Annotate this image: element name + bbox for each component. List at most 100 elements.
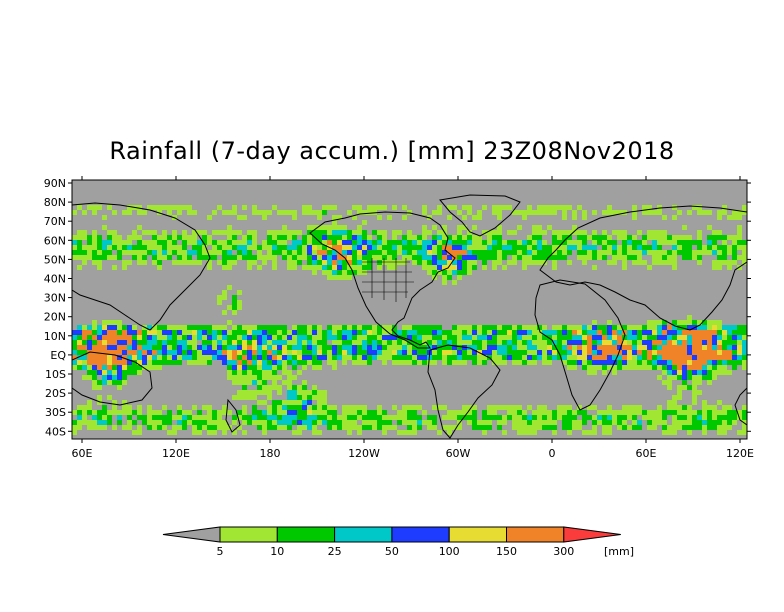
rain-cell: [132, 350, 137, 355]
rain-cell: [672, 215, 677, 220]
rain-cell: [162, 325, 167, 330]
rain-cell: [412, 410, 417, 415]
rain-cell: [652, 425, 657, 430]
rain-cell: [92, 425, 97, 430]
rain-cell: [537, 415, 542, 420]
rain-cell: [377, 425, 382, 430]
rain-cell: [617, 350, 622, 355]
rain-cell: [342, 240, 347, 245]
rain-cell: [407, 345, 412, 350]
rain-cell: [577, 420, 582, 425]
rain-cell: [287, 250, 292, 255]
rain-cell: [337, 335, 342, 340]
rain-cell: [222, 430, 227, 435]
rain-cell: [237, 380, 242, 385]
rain-cell: [562, 210, 567, 215]
rain-cell: [377, 235, 382, 240]
rain-cell: [607, 350, 612, 355]
rain-cell: [602, 415, 607, 420]
rain-cell: [727, 235, 732, 240]
rain-cell: [717, 260, 722, 265]
rain-cell: [657, 335, 662, 340]
rain-cell: [557, 350, 562, 355]
rain-cell: [182, 205, 187, 210]
rain-cell: [197, 325, 202, 330]
rain-cell: [622, 240, 627, 245]
rain-cell: [162, 250, 167, 255]
rain-cell: [567, 345, 572, 350]
rain-cell: [537, 420, 542, 425]
rain-cell: [292, 340, 297, 345]
rain-cell: [192, 250, 197, 255]
rain-cell: [657, 415, 662, 420]
rain-cell: [117, 320, 122, 325]
rain-cell: [112, 335, 117, 340]
rain-cell: [267, 335, 272, 340]
rain-cell: [582, 210, 587, 215]
rain-cell: [282, 420, 287, 425]
rain-cell: [607, 335, 612, 340]
rain-cell: [227, 250, 232, 255]
rain-cell: [207, 250, 212, 255]
rain-cell: [697, 240, 702, 245]
rain-cell: [342, 245, 347, 250]
rain-cell: [302, 390, 307, 395]
rain-cell: [207, 260, 212, 265]
rain-cell: [687, 365, 692, 370]
rain-cell: [402, 260, 407, 265]
rain-cell: [157, 355, 162, 360]
rain-cell: [387, 350, 392, 355]
rain-cell: [427, 330, 432, 335]
rain-cell: [152, 205, 157, 210]
rain-cell: [82, 375, 87, 380]
rain-cell: [672, 335, 677, 340]
rain-cell: [372, 410, 377, 415]
rain-cell: [252, 380, 257, 385]
rain-cell: [622, 345, 627, 350]
rain-cell: [392, 230, 397, 235]
rain-cell: [517, 405, 522, 410]
rain-cell: [402, 355, 407, 360]
rain-cell: [577, 235, 582, 240]
rain-cell: [562, 415, 567, 420]
rain-cell: [342, 235, 347, 240]
rain-cell: [397, 345, 402, 350]
rain-cell: [357, 210, 362, 215]
rain-cell: [732, 335, 737, 340]
rain-cell: [567, 325, 572, 330]
rain-cell: [172, 355, 177, 360]
rain-cell: [222, 240, 227, 245]
rain-cell: [132, 255, 137, 260]
rain-cell: [682, 370, 687, 375]
rain-cell: [517, 345, 522, 350]
rain-cell: [627, 330, 632, 335]
rain-cell: [697, 360, 702, 365]
rain-cell: [697, 380, 702, 385]
rain-cell: [112, 360, 117, 365]
rain-cell: [467, 335, 472, 340]
rain-cell: [252, 205, 257, 210]
rain-cell: [332, 355, 337, 360]
rain-cell: [307, 425, 312, 430]
rain-cell: [267, 235, 272, 240]
rain-cell: [227, 235, 232, 240]
rain-cell: [72, 340, 77, 345]
rain-cell: [92, 355, 97, 360]
rain-cell: [722, 235, 727, 240]
rain-cell: [717, 420, 722, 425]
rain-cell: [562, 350, 567, 355]
rain-cell: [717, 320, 722, 325]
rain-cell: [657, 330, 662, 335]
rain-cell: [152, 350, 157, 355]
rain-cell: [302, 340, 307, 345]
rain-cell: [272, 245, 277, 250]
rain-cell: [287, 370, 292, 375]
rain-cell: [687, 375, 692, 380]
rain-cell: [87, 340, 92, 345]
rain-cell: [562, 345, 567, 350]
rain-cell: [412, 250, 417, 255]
rain-cell: [272, 230, 277, 235]
rain-cell: [337, 215, 342, 220]
rain-cell: [572, 335, 577, 340]
rain-cell: [447, 330, 452, 335]
